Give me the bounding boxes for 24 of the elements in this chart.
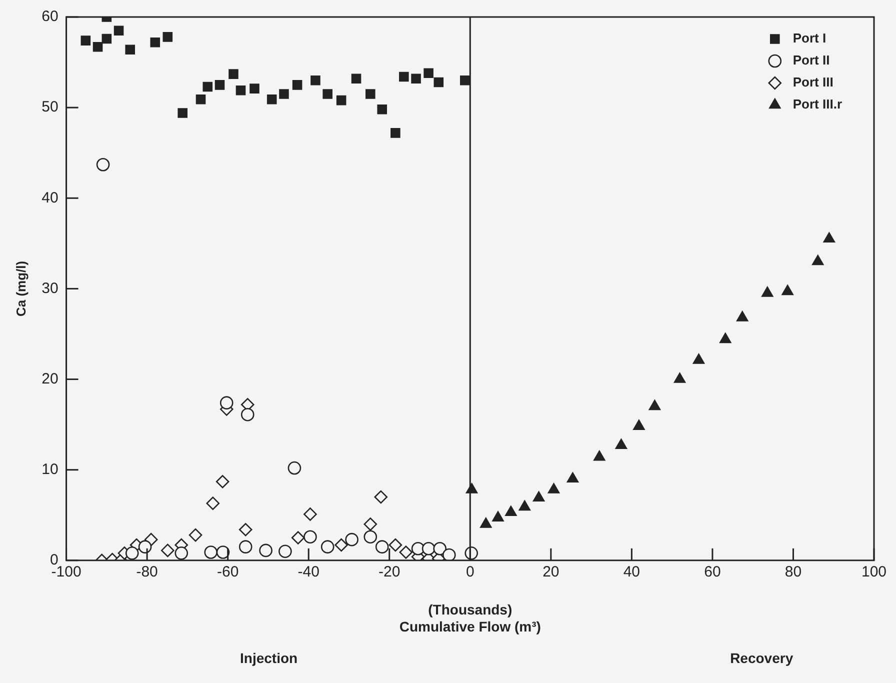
x-tick-label: 40 — [623, 564, 640, 581]
y-tick-label: 10 — [42, 460, 58, 478]
legend-label: Port I — [792, 30, 826, 46]
y-axis-title: Ca (mg/l) — [13, 260, 28, 317]
x-tick-label: 60 — [704, 564, 721, 581]
x-tick-label: 80 — [784, 564, 802, 581]
text: Recovery — [730, 650, 794, 666]
text: Injection — [240, 650, 298, 666]
legend-label: Port II — [792, 52, 830, 68]
x-tick-label: -80 — [136, 564, 158, 581]
y-tick-label: 20 — [42, 370, 58, 388]
legend-label: Port III — [792, 74, 834, 90]
y-tick-label: 30 — [42, 280, 58, 297]
y-tick-label: 40 — [42, 189, 58, 206]
legend-label: Port III.r — [792, 96, 842, 112]
x-tick-label: 20 — [542, 564, 560, 581]
x-tick-label: 0 — [466, 564, 474, 581]
x-tick-label: -40 — [298, 564, 320, 581]
y-tick-label: 50 — [42, 98, 58, 116]
y-tick-label: 60 — [42, 8, 58, 26]
x-tick-label: -20 — [378, 564, 400, 581]
x-axis-title: (Thousands) Cumulative Flow (m³) — [399, 602, 541, 634]
x-tick-label: -60 — [216, 564, 239, 581]
x-tick-label: 100 — [861, 564, 887, 581]
